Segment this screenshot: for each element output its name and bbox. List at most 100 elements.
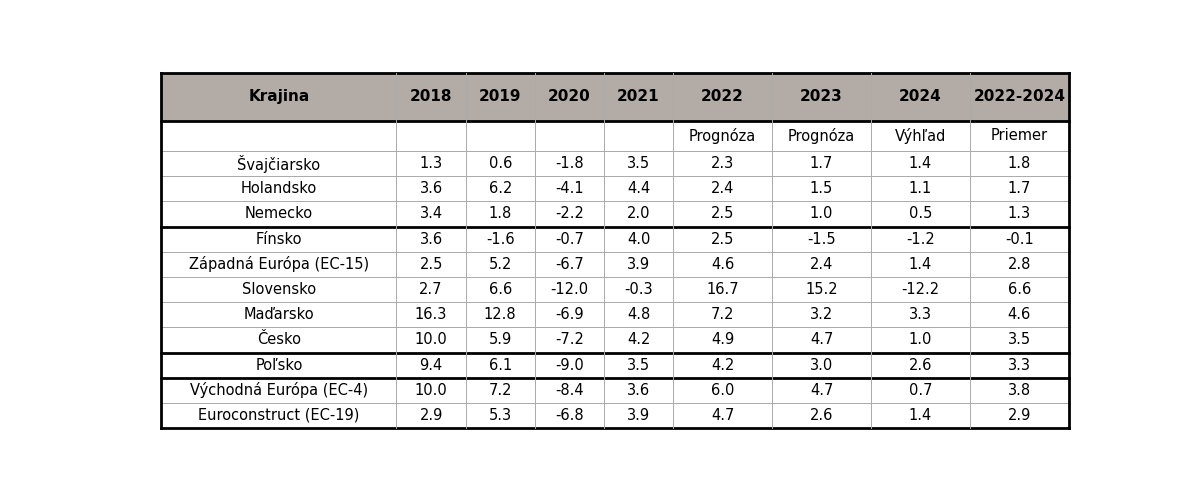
Text: 4.6: 4.6: [710, 257, 734, 272]
Bar: [535, 227, 604, 252]
Bar: [535, 327, 604, 353]
Bar: [161, 176, 396, 201]
Bar: [396, 327, 466, 353]
Text: 4.7: 4.7: [810, 332, 833, 347]
Text: 5.2: 5.2: [488, 257, 512, 272]
Bar: [673, 277, 772, 302]
Text: 1.4: 1.4: [908, 408, 932, 423]
Bar: [604, 277, 673, 302]
Bar: [604, 176, 673, 201]
Text: 3.6: 3.6: [626, 383, 650, 398]
Text: 3.9: 3.9: [626, 408, 650, 423]
Text: Slovensko: Slovensko: [241, 282, 316, 297]
Text: -9.0: -9.0: [556, 358, 583, 372]
Bar: [161, 302, 396, 327]
Bar: [772, 201, 871, 227]
Bar: [396, 377, 466, 403]
Bar: [396, 151, 466, 176]
Bar: [970, 302, 1069, 327]
Bar: [772, 277, 871, 302]
Bar: [772, 151, 871, 176]
Bar: [604, 403, 673, 428]
Bar: [161, 377, 396, 403]
Text: Euroconstruct (EC-19): Euroconstruct (EC-19): [198, 408, 360, 423]
Bar: [673, 176, 772, 201]
Text: -0.7: -0.7: [554, 232, 584, 247]
Bar: [466, 277, 535, 302]
Text: 6.0: 6.0: [710, 383, 734, 398]
Bar: [161, 277, 396, 302]
Text: 2.4: 2.4: [810, 257, 833, 272]
Text: Prognóza: Prognóza: [689, 128, 756, 144]
Bar: [161, 201, 396, 227]
Bar: [604, 302, 673, 327]
Bar: [871, 302, 970, 327]
Bar: [396, 201, 466, 227]
Text: 5.9: 5.9: [488, 332, 512, 347]
Text: 2020: 2020: [548, 89, 590, 104]
Bar: [772, 73, 871, 121]
Bar: [970, 377, 1069, 403]
Bar: [535, 403, 604, 428]
Text: 1.4: 1.4: [908, 156, 932, 171]
Text: Nemecko: Nemecko: [245, 206, 313, 222]
Text: 3.9: 3.9: [626, 257, 650, 272]
Bar: [772, 403, 871, 428]
Text: -2.2: -2.2: [554, 206, 584, 222]
Text: 15.2: 15.2: [805, 282, 838, 297]
Text: 2018: 2018: [410, 89, 452, 104]
Bar: [604, 201, 673, 227]
Text: Česko: Česko: [257, 332, 301, 347]
Text: 3.5: 3.5: [626, 156, 650, 171]
Text: Výhľad: Výhľad: [895, 128, 946, 144]
Text: 2.3: 2.3: [710, 156, 734, 171]
Text: 2.4: 2.4: [710, 182, 734, 196]
Bar: [970, 151, 1069, 176]
Text: 4.0: 4.0: [626, 232, 650, 247]
Bar: [871, 377, 970, 403]
Bar: [871, 227, 970, 252]
Bar: [161, 151, 396, 176]
Bar: [772, 327, 871, 353]
Bar: [535, 302, 604, 327]
Bar: [466, 227, 535, 252]
Text: Holandsko: Holandsko: [241, 182, 317, 196]
Bar: [604, 353, 673, 377]
Text: 1.8: 1.8: [488, 206, 512, 222]
Bar: [673, 327, 772, 353]
Bar: [466, 252, 535, 277]
Text: -12.0: -12.0: [551, 282, 588, 297]
Text: 4.7: 4.7: [810, 383, 833, 398]
Bar: [466, 176, 535, 201]
Bar: [772, 377, 871, 403]
Bar: [970, 227, 1069, 252]
Text: 3.0: 3.0: [810, 358, 833, 372]
Text: 10.0: 10.0: [415, 332, 448, 347]
Text: 3.3: 3.3: [908, 307, 932, 322]
Text: 3.2: 3.2: [810, 307, 833, 322]
Text: -1.8: -1.8: [556, 156, 583, 171]
Bar: [871, 176, 970, 201]
Text: 1.3: 1.3: [420, 156, 443, 171]
Bar: [871, 403, 970, 428]
Bar: [466, 377, 535, 403]
Bar: [772, 176, 871, 201]
Text: 2.0: 2.0: [626, 206, 650, 222]
Text: -1.2: -1.2: [906, 232, 935, 247]
Text: 1.3: 1.3: [1008, 206, 1031, 222]
Text: -7.2: -7.2: [554, 332, 584, 347]
Text: -6.9: -6.9: [556, 307, 583, 322]
Bar: [396, 73, 466, 121]
Text: 9.4: 9.4: [420, 358, 443, 372]
Bar: [772, 302, 871, 327]
Bar: [161, 327, 396, 353]
Text: 2021: 2021: [617, 89, 660, 104]
Text: 1.1: 1.1: [908, 182, 932, 196]
Bar: [772, 252, 871, 277]
Bar: [535, 252, 604, 277]
Bar: [604, 121, 673, 151]
Text: Prognóza: Prognóza: [788, 128, 856, 144]
Text: 3.6: 3.6: [420, 182, 443, 196]
Text: 10.0: 10.0: [415, 383, 448, 398]
Text: 16.3: 16.3: [415, 307, 448, 322]
